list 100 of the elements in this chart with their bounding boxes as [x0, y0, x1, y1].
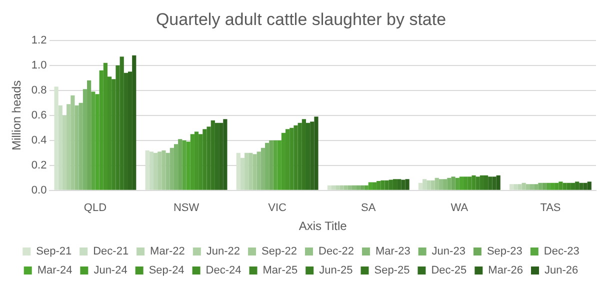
x-tick-label: QLD [84, 202, 107, 214]
bar [468, 176, 472, 190]
bar [265, 142, 270, 190]
bar [340, 185, 344, 190]
legend-label: Sep-23 [486, 246, 522, 258]
bar [103, 62, 108, 190]
y-tick-label: 0.6 [31, 109, 47, 122]
bar [455, 178, 460, 190]
bar [256, 152, 261, 190]
bar [550, 182, 555, 190]
bar [190, 134, 194, 190]
legend-label: Mar-23 [375, 246, 410, 258]
bar [522, 182, 526, 190]
bar [219, 122, 224, 190]
bar [430, 180, 435, 190]
bar [570, 182, 576, 190]
bar [575, 182, 580, 190]
bar [518, 184, 522, 190]
bar [401, 180, 406, 190]
bar [290, 128, 294, 190]
bar [82, 89, 88, 190]
bar [182, 140, 186, 190]
bar [120, 56, 124, 190]
bar [360, 185, 364, 190]
y-tick-label: 0.0 [31, 184, 47, 196]
bar [388, 180, 393, 190]
x-tick-label: WA [450, 202, 469, 214]
legend-label: Dec-25 [431, 264, 467, 277]
bar [194, 132, 199, 190]
bar [302, 119, 306, 190]
legend-label: Sep-24 [148, 264, 184, 277]
bar [244, 152, 249, 190]
legend-label: Sep-21 [36, 246, 72, 258]
bar [484, 175, 488, 190]
bar [372, 182, 377, 190]
bar [87, 80, 92, 190]
bar [562, 182, 567, 190]
bar [451, 176, 456, 190]
bar [252, 154, 257, 190]
bar [480, 175, 484, 190]
bar [149, 152, 154, 190]
bar [530, 184, 534, 190]
bar [269, 140, 274, 190]
bar [174, 144, 178, 190]
bar [74, 105, 79, 190]
legend-label: Sep-22 [262, 246, 298, 258]
legend-label: Dec-21 [93, 246, 129, 258]
bar [554, 182, 559, 190]
bar [514, 184, 518, 190]
bar [434, 178, 439, 190]
bar [542, 182, 546, 190]
chart-title: Quartely adult cattle slaughter by state [156, 10, 446, 29]
legend-label: Jun-26 [544, 264, 578, 277]
bar [380, 180, 385, 190]
bar [397, 179, 402, 190]
bar [158, 152, 162, 190]
bar [405, 179, 410, 190]
bar [178, 139, 182, 190]
y-tick-label: 0.8 [31, 84, 47, 96]
bar [368, 182, 372, 190]
bar [336, 185, 340, 190]
legend-label: Mar-24 [37, 264, 72, 277]
legend-label: Jun-22 [206, 246, 240, 258]
y-tick-label: 0.2 [31, 159, 47, 172]
x-axis-title: Axis Title [298, 219, 348, 234]
bar [344, 185, 348, 190]
bar [132, 55, 136, 190]
legend-label: Dec-23 [544, 246, 580, 258]
bar [392, 179, 398, 190]
bar [348, 185, 352, 190]
bar [496, 175, 500, 190]
legend-label: Mar-26 [488, 264, 524, 277]
y-tick-label: 1.2 [31, 34, 47, 46]
bar [376, 181, 381, 190]
bar [534, 184, 538, 190]
bar [62, 115, 67, 190]
x-tick-label: VIC [268, 202, 287, 214]
bar [260, 148, 266, 190]
bar [447, 178, 452, 190]
bar [298, 122, 302, 190]
bar [281, 132, 286, 190]
bar [58, 105, 62, 190]
x-tick-label: TAS [540, 202, 561, 214]
y-tick-label: 0.4 [31, 134, 47, 146]
bar [546, 182, 550, 190]
bar [153, 152, 158, 190]
bar [364, 185, 368, 190]
bar [78, 102, 83, 190]
bar [438, 179, 444, 190]
bar [443, 179, 448, 190]
bar [472, 175, 476, 190]
bar [248, 152, 253, 190]
bar [459, 176, 464, 190]
bar [91, 92, 96, 190]
legend-label: Jun-25 [319, 264, 353, 277]
bar [314, 116, 318, 190]
bar [583, 182, 588, 190]
legend-label: Sep-25 [374, 264, 410, 277]
legend-label: Jun-24 [94, 264, 128, 277]
y-axis-title: Million heads [10, 80, 24, 150]
